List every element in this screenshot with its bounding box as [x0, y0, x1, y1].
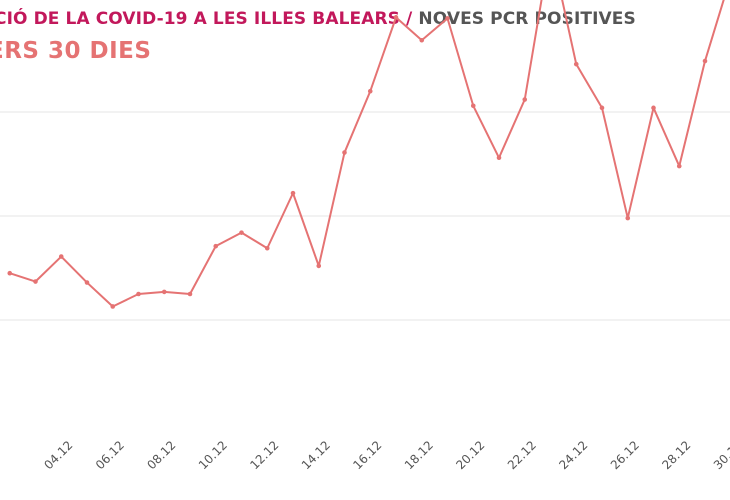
chart-subtitle: ERS 30 DIES	[0, 38, 152, 64]
data-point	[316, 263, 322, 269]
data-point	[445, 16, 450, 21]
x-tick-label: 30.12	[711, 438, 730, 472]
x-tick-label: 24.12	[556, 438, 590, 472]
chart-title-main: CIÓ DE LA COVID-19 A LES ILLES BALEARS /	[0, 9, 413, 29]
data-point	[239, 230, 244, 235]
data-point	[161, 289, 167, 295]
data-point	[702, 58, 708, 64]
data-point	[599, 105, 605, 111]
x-tick-label: 22.12	[505, 438, 539, 472]
data-point	[58, 254, 64, 259]
data-point	[367, 88, 373, 94]
data-point	[419, 37, 425, 43]
data-point	[84, 280, 90, 285]
data-point	[522, 97, 528, 102]
data-point	[625, 215, 631, 221]
data-point	[136, 291, 141, 297]
x-tick-label: 28.12	[659, 438, 693, 472]
data-point	[7, 270, 13, 276]
x-tick-label: 14.12	[299, 438, 333, 472]
data-point	[470, 103, 476, 109]
x-tick-label: 10.12	[196, 438, 230, 472]
data-point	[110, 304, 116, 309]
chart-title: CIÓ DE LA COVID-19 A LES ILLES BALEARS /…	[0, 9, 636, 29]
x-tick-label: 12.12	[247, 438, 281, 472]
data-point	[651, 105, 656, 111]
x-tick-label: 20.12	[453, 438, 487, 472]
data-point	[342, 150, 347, 155]
data-point	[213, 243, 219, 249]
data-point	[33, 279, 38, 284]
series-line	[9, 0, 725, 308]
data-point	[187, 291, 193, 297]
chart-title-metric: NOVES PCR POSITIVES	[418, 9, 636, 29]
data-point	[676, 163, 682, 169]
x-tick-label: 06.12	[93, 438, 127, 472]
data-point	[573, 61, 579, 67]
x-tick-label: 04.12	[41, 438, 75, 472]
x-tick-label: 18.12	[402, 438, 436, 472]
x-tick-label: 16.12	[350, 438, 384, 472]
data-point	[264, 245, 270, 251]
x-tick-label: 08.12	[144, 438, 178, 472]
data-point	[290, 190, 296, 196]
x-tick-label: 26.12	[608, 438, 642, 472]
data-point	[393, 15, 399, 20]
data-point	[496, 155, 502, 161]
